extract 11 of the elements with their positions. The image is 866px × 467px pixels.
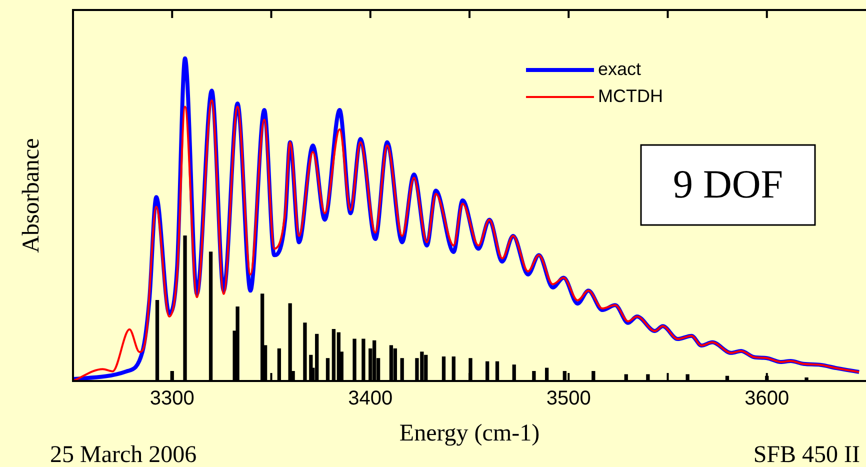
y-axis-title: Absorbance xyxy=(18,138,44,253)
text: SFB 450 II xyxy=(753,442,860,467)
x-tick-label: 3400 xyxy=(348,388,393,410)
x-axis-title: Energy (cm-1) xyxy=(399,420,540,446)
x-tick-label: 3300 xyxy=(150,388,194,410)
x-tick-label: 3600 xyxy=(744,388,790,410)
x-tick-label: 3500 xyxy=(546,388,591,410)
legend-label: MCTDH xyxy=(598,86,663,106)
text: 25 March 2006 xyxy=(50,442,197,467)
legend-label: exact xyxy=(598,58,642,79)
annotation: 9 DOF xyxy=(672,162,784,206)
